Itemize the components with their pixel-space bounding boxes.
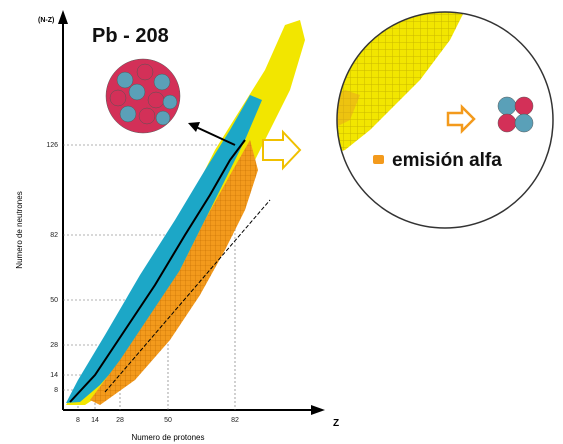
- zoom-circle: [263, 0, 563, 240]
- x-axis-label: Numero de protones: [132, 433, 205, 442]
- y-tick-label: 82: [50, 232, 58, 239]
- lead-nucleus: [106, 59, 180, 133]
- y-tick-label: 8: [54, 387, 58, 394]
- x-tick-label: 50: [164, 417, 172, 424]
- x-tick-label: 28: [116, 417, 124, 424]
- diagram: (N-Z) Numero de neutrones Numero de prot…: [0, 0, 563, 444]
- x-tick-label: 14: [91, 417, 99, 424]
- nuclide-band: [66, 20, 305, 405]
- axis-top-label: (N-Z): [38, 17, 54, 24]
- y-axis-label: Numero de neutrones: [15, 191, 24, 268]
- x-axis-end: Z: [333, 418, 339, 429]
- x-tick-label: 8: [76, 417, 80, 424]
- x-tick-label: 82: [231, 417, 239, 424]
- y-tick-label: 126: [46, 142, 58, 149]
- y-tick-label: 50: [50, 297, 58, 304]
- y-tick-label: 14: [50, 372, 58, 379]
- zoom-label: emisión alfa: [392, 150, 502, 171]
- nucleus-label: Pb - 208: [92, 25, 169, 47]
- y-tick-label: 28: [50, 342, 58, 349]
